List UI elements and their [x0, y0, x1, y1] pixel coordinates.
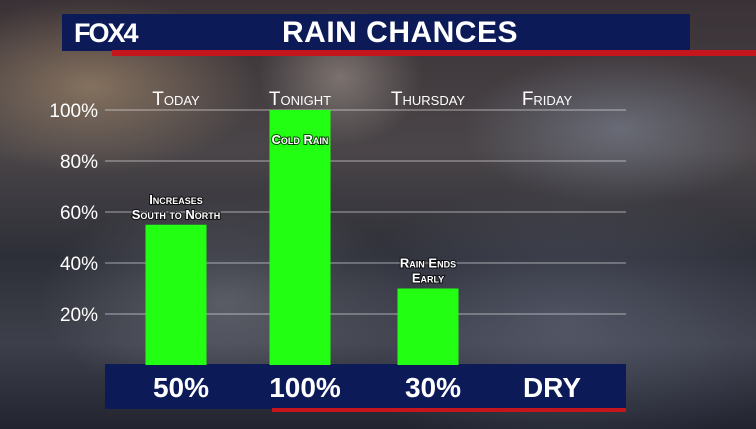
category-header: Today	[152, 89, 200, 110]
bar-annotation: Increases South to North	[132, 192, 221, 222]
bar	[269, 110, 331, 365]
value-labels: 50% 100% 30% DRY	[153, 372, 581, 403]
grid-lines	[105, 109, 626, 315]
bar-annotation: Rain Ends Early	[400, 256, 456, 286]
value-label: DRY	[523, 372, 581, 403]
bar-annotation: Cold Rain	[272, 132, 329, 147]
y-tick-label: 60%	[60, 203, 98, 224]
y-tick-label: 80%	[60, 152, 98, 173]
category-header: Thursday	[391, 89, 466, 110]
fox4-logo: FOX4	[74, 18, 139, 48]
title-banner-accent	[112, 50, 756, 56]
value-banner-accent	[272, 408, 626, 412]
y-tick-label: 100%	[49, 101, 98, 122]
category-header: Tonight	[269, 89, 331, 110]
y-axis: 100% 80% 60% 40% 20%	[49, 101, 98, 326]
value-label: 100%	[269, 372, 341, 403]
value-label: 50%	[153, 372, 209, 403]
category-headers: Today Tonight Thursday Friday	[152, 89, 572, 110]
bar	[145, 224, 207, 365]
y-tick-label: 40%	[60, 254, 98, 275]
chart-title: RAIN CHANCES	[281, 16, 518, 49]
y-tick-label: 20%	[60, 305, 98, 326]
bar-annotations: Increases South to North Cold Rain Rain End…	[131, 131, 457, 287]
value-banner	[105, 364, 626, 409]
bars	[145, 110, 459, 365]
bar	[397, 288, 459, 365]
value-label: 30%	[405, 372, 461, 403]
category-header: Friday	[522, 89, 573, 110]
title-banner	[62, 14, 690, 51]
